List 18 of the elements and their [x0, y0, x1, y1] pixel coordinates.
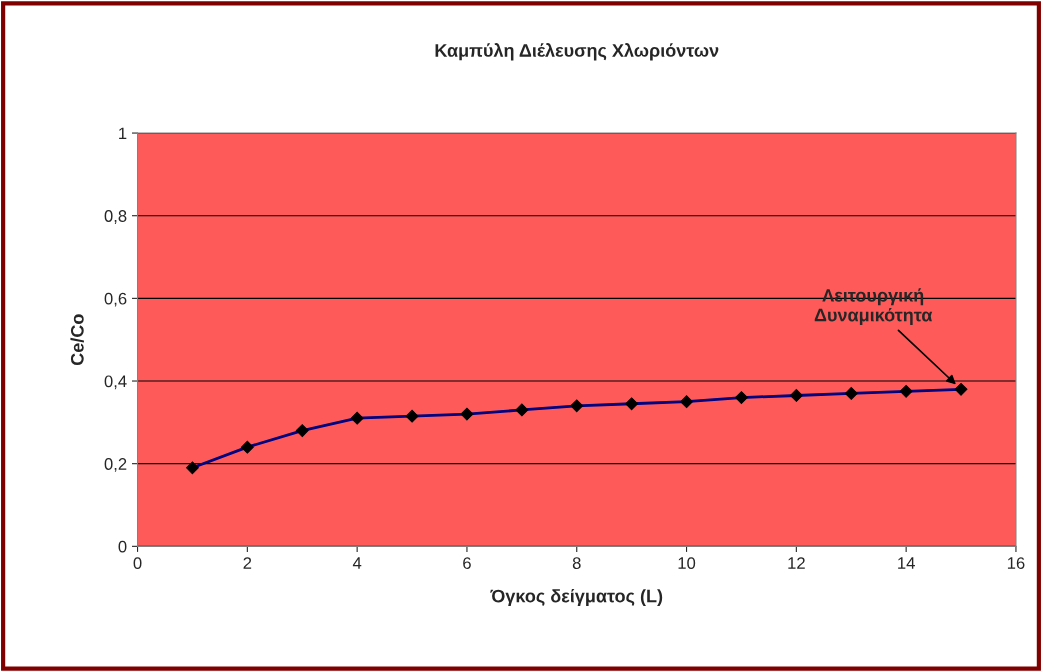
y-tick-label: 0,8	[104, 210, 127, 224]
x-tick-label: 12	[788, 557, 805, 569]
x-tick-label: 0	[133, 557, 142, 569]
x-tick-label: 14	[898, 557, 915, 569]
y-tick-label: 0,4	[104, 375, 127, 390]
y-tick-label: 0	[118, 540, 127, 553]
x-axis-title: Όγκος δείγματος (L)	[490, 588, 663, 606]
x-tick-label: 16	[1007, 557, 1025, 569]
x-tick-label: 4	[352, 557, 362, 569]
y-axis-title: Ce/Co	[70, 314, 84, 366]
x-tick-label: 2	[243, 557, 252, 569]
y-tick-label: 0,2	[104, 458, 127, 472]
chart-title: Καμπύλη Διέλευσης Χλωριόντων	[435, 43, 719, 61]
x-tick-label: 8	[572, 557, 581, 569]
y-tick-label: 1	[119, 127, 127, 140]
x-tick-label: 10	[678, 557, 696, 569]
x-tick-label: 6	[463, 557, 471, 569]
y-tick-label: 0,6	[104, 292, 127, 307]
